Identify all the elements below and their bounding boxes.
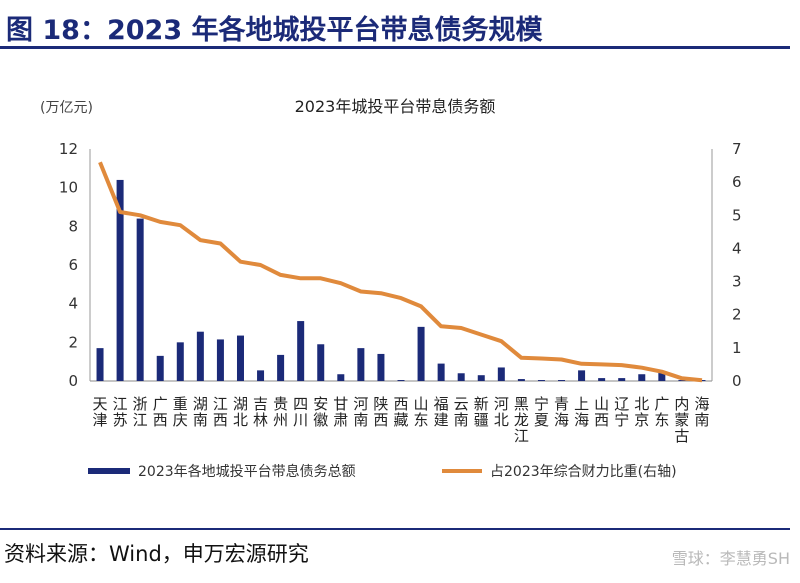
category-label: 河北 xyxy=(494,395,509,429)
category-label: 吉林 xyxy=(253,395,268,429)
title-rule xyxy=(0,46,790,49)
category-label: 湖南 xyxy=(193,395,208,429)
category-label: 甘肃 xyxy=(333,395,348,429)
bar xyxy=(96,348,104,381)
category-label: 北京 xyxy=(634,395,649,429)
y-unit-label: (万亿元) xyxy=(40,100,93,116)
category-label: 江苏 xyxy=(113,395,128,429)
y-left-tick-label: 8 xyxy=(68,217,78,235)
category-label: 浙江 xyxy=(133,395,148,429)
category-label: 云南 xyxy=(454,395,469,429)
watermark: 雪球：李慧勇SH xyxy=(671,549,790,568)
bar xyxy=(216,339,224,381)
category-label: 江西 xyxy=(213,395,228,429)
legend-bar-label: 2023年各地城投平台带息债务总额 xyxy=(138,463,356,480)
bar xyxy=(658,371,666,381)
bar xyxy=(156,355,164,381)
bar xyxy=(517,379,525,381)
category-label: 新疆 xyxy=(474,395,489,429)
bar xyxy=(277,354,285,381)
bar xyxy=(317,344,325,381)
category-label: 天津 xyxy=(93,395,108,429)
y-right-tick-label: 0 xyxy=(732,372,742,390)
footer-rule xyxy=(0,528,790,530)
category-label: 辽宁 xyxy=(614,395,629,429)
source-note: 资料来源：Wind，申万宏源研究 xyxy=(4,542,309,566)
y-left-tick-label: 4 xyxy=(68,295,78,313)
y-right-tick-label: 7 xyxy=(732,140,742,158)
ratio-line xyxy=(98,161,703,383)
y-left-tick-label: 0 xyxy=(68,372,78,390)
y-left-tick-label: 2 xyxy=(68,333,78,351)
bar xyxy=(578,370,586,381)
category-label: 海南 xyxy=(694,395,709,429)
bar xyxy=(116,179,124,381)
category-label: 贵州 xyxy=(273,395,288,429)
y-right-tick-label: 2 xyxy=(732,306,742,324)
category-label: 山西 xyxy=(594,395,609,429)
category-label: 西藏 xyxy=(393,395,408,429)
y-left-tick-label: 6 xyxy=(68,256,78,274)
category-label: 内蒙古 xyxy=(674,395,689,445)
legend-bar-swatch xyxy=(88,468,130,474)
category-label: 山东 xyxy=(414,395,429,429)
bar xyxy=(196,331,204,381)
category-label: 四川 xyxy=(293,395,308,429)
y-left-tick-label: 12 xyxy=(59,140,78,158)
bar xyxy=(497,367,505,381)
bar xyxy=(236,335,244,381)
legend-line-label: 占2023年综合财力比重(右轴) xyxy=(490,464,677,480)
bar xyxy=(437,363,445,381)
chart-title: 2023年城投平台带息债务额 xyxy=(295,97,496,116)
category-label: 宁夏 xyxy=(534,395,549,429)
bar xyxy=(136,218,144,381)
bar xyxy=(357,348,365,381)
category-label: 青海 xyxy=(554,395,569,429)
y-right-tick-label: 5 xyxy=(732,206,742,224)
bar xyxy=(638,374,646,381)
category-label: 广东 xyxy=(654,395,669,429)
bar xyxy=(558,380,566,381)
category-label: 福建 xyxy=(434,395,449,429)
bar xyxy=(477,375,485,381)
category-label: 重庆 xyxy=(173,395,188,429)
bar xyxy=(457,373,465,381)
bar xyxy=(537,380,545,381)
bar xyxy=(678,380,686,381)
bar xyxy=(397,380,405,381)
y-right-tick-label: 4 xyxy=(732,239,742,257)
y-right-tick-label: 6 xyxy=(732,173,742,191)
category-label: 上海 xyxy=(574,395,589,429)
y-right-tick-label: 1 xyxy=(732,339,742,357)
figure-title: 图 18：2023 年各地城投平台带息债务规模 xyxy=(6,15,543,46)
y-left-tick-label: 10 xyxy=(59,179,78,197)
bar xyxy=(337,374,345,381)
y-right-tick-label: 3 xyxy=(732,273,742,291)
category-label: 河南 xyxy=(353,395,368,429)
bar xyxy=(257,370,265,381)
bar xyxy=(618,378,626,381)
bar xyxy=(598,378,606,381)
category-label: 黑龙江 xyxy=(514,395,529,445)
bar xyxy=(176,342,184,381)
bar xyxy=(417,326,425,381)
category-label: 安徽 xyxy=(313,395,328,429)
category-label: 湖北 xyxy=(233,395,248,429)
category-label: 陕西 xyxy=(373,395,388,429)
bar xyxy=(297,321,305,381)
bar xyxy=(377,353,385,381)
category-label: 广西 xyxy=(153,395,168,429)
